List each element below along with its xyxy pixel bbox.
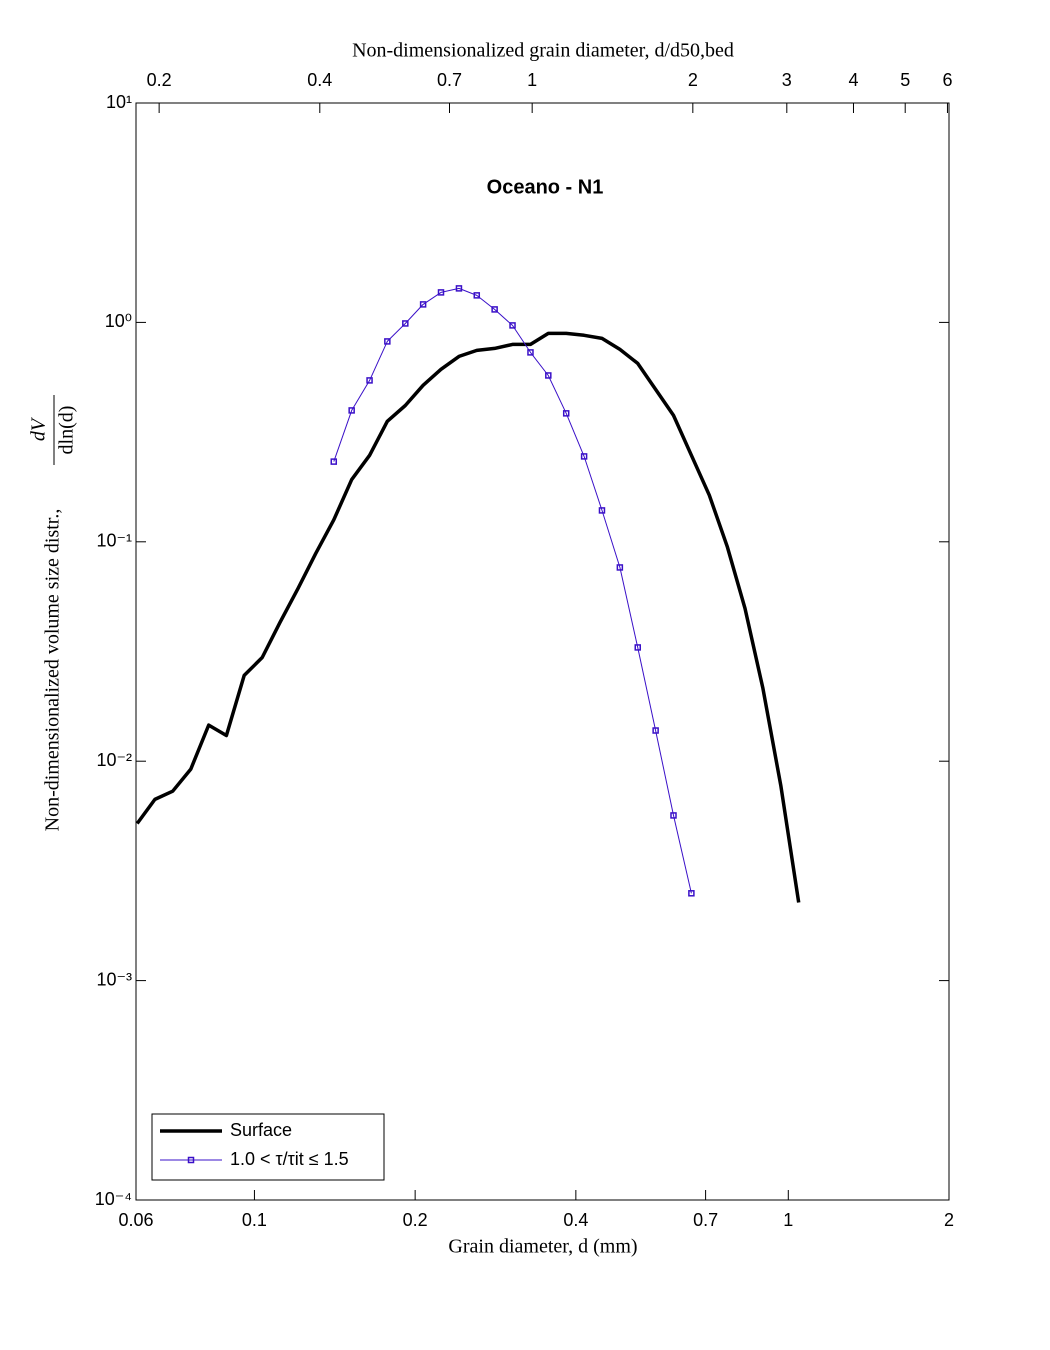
- marker: [527, 349, 534, 356]
- series-line: [135, 331, 801, 903]
- marker: [437, 289, 445, 296]
- marker: [562, 410, 570, 417]
- marker: [580, 453, 588, 460]
- x2-axis-label: Non-dimensionalized grain diameter, d/d5…: [352, 40, 734, 62]
- x2-tick-label: 5: [900, 70, 910, 90]
- x2-tick-label: 2: [688, 70, 698, 90]
- y-tick-label: 10⁰: [105, 311, 132, 331]
- marker: [652, 727, 659, 734]
- x2-tick-label: 0.7: [437, 70, 462, 90]
- x2-tick-label: 3: [782, 70, 792, 90]
- marker: [491, 306, 498, 313]
- marker: [634, 644, 641, 651]
- chart-title: Oceano - N1: [487, 176, 604, 198]
- x-tick-label: 0.4: [563, 1210, 588, 1230]
- marker: [419, 301, 427, 308]
- marker: [455, 285, 463, 292]
- y-axis-label: Non-dimensionalized volume size distr., …: [28, 395, 78, 831]
- marker: [330, 458, 338, 465]
- marker: [366, 377, 373, 384]
- marker: [402, 320, 409, 327]
- x-tick-label: 0.2: [403, 1210, 428, 1230]
- x2-tick-label: 0.2: [147, 70, 172, 90]
- marker: [348, 407, 355, 414]
- legend-label: 1.0 < τ/τit ≤ 1.5: [230, 1149, 349, 1169]
- y-tick-label: 10¹: [106, 92, 132, 112]
- x2-tick-label: 1: [527, 70, 537, 90]
- y-tick-label: 10⁻⁴: [95, 1189, 132, 1209]
- marker: [545, 372, 552, 379]
- x-tick-label: 0.06: [118, 1210, 153, 1230]
- y-tick-label: 10⁻¹: [96, 531, 132, 551]
- marker: [670, 812, 677, 819]
- legend-marker: [187, 1156, 195, 1164]
- series-line: [333, 287, 692, 894]
- marker: [616, 564, 624, 571]
- x-axis-label: Grain diameter, d (mm): [448, 1236, 637, 1258]
- marker: [509, 322, 516, 329]
- x2-tick-label: 6: [942, 70, 952, 90]
- marker: [598, 507, 606, 514]
- y-tick-label: 10⁻²: [96, 750, 132, 770]
- marker: [384, 338, 391, 345]
- x-tick-label: 2: [944, 1210, 954, 1230]
- x2-tick-label: 0.4: [307, 70, 332, 90]
- x2-tick-label: 4: [848, 70, 858, 90]
- legend: Surface 1.0 < τ/τit ≤ 1.5: [151, 1113, 385, 1181]
- x-tick-label: 0.7: [693, 1210, 718, 1230]
- legend-label: Surface: [230, 1120, 292, 1140]
- y-tick-label: 10⁻³: [96, 969, 132, 989]
- y-axis-label-text: Non-dimensionalized volume size distr.,: [42, 509, 64, 832]
- y-label-numerator: dV: [28, 416, 50, 441]
- y-label-denominator: dln(d): [56, 406, 78, 455]
- marker: [688, 890, 695, 897]
- marker: [473, 292, 481, 299]
- x-tick-label: 0.1: [242, 1210, 267, 1230]
- legend-box: [151, 1113, 385, 1181]
- x-tick-label: 1: [783, 1210, 793, 1230]
- plot-frame: [135, 102, 950, 1201]
